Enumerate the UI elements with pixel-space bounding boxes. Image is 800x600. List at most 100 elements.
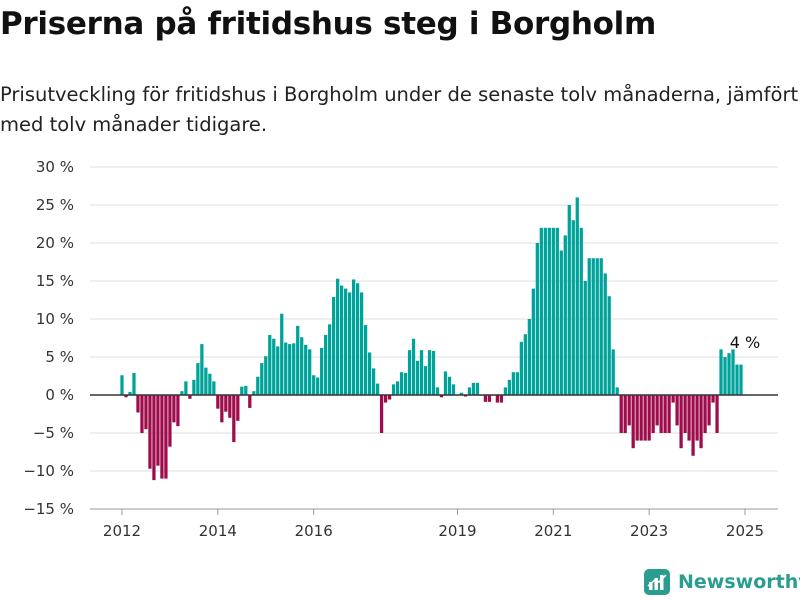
bar [136, 395, 140, 413]
bar [252, 391, 256, 395]
bar [495, 395, 500, 403]
bar [320, 347, 324, 395]
bar [168, 395, 172, 447]
x-tick-label: 2021 [534, 522, 572, 540]
bar [699, 395, 703, 449]
bar [152, 395, 156, 481]
bar [551, 227, 555, 395]
bar [312, 375, 316, 395]
bar [355, 283, 360, 395]
bar [124, 395, 128, 398]
bar [463, 395, 468, 397]
bar [615, 387, 619, 395]
y-tick-label: 15 % [36, 272, 74, 290]
bar [475, 382, 480, 395]
bar [208, 373, 212, 395]
bar [535, 243, 539, 395]
bar [415, 360, 420, 395]
x-tick-label: 2023 [630, 522, 668, 540]
bar [587, 258, 591, 395]
bar [268, 334, 272, 395]
bar [391, 384, 396, 395]
bar [351, 279, 356, 395]
bar [292, 343, 296, 395]
bar [395, 381, 400, 395]
bar [228, 395, 232, 418]
bar [711, 395, 715, 403]
brand-logo[interactable]: Newsworthy [644, 569, 800, 595]
bar [539, 227, 543, 395]
bar [527, 319, 531, 395]
bar [499, 395, 504, 403]
bar [328, 324, 332, 395]
bar [180, 391, 184, 395]
bar [679, 395, 683, 449]
bar [296, 325, 300, 395]
latest-value-annotation: 4 % [730, 333, 760, 352]
y-tick-label: 10 % [36, 310, 74, 328]
bar [651, 395, 655, 433]
y-tick-label: 20 % [36, 234, 74, 252]
bar [240, 386, 244, 395]
bar [196, 363, 200, 395]
bar [300, 337, 304, 395]
bar [172, 395, 176, 423]
y-tick-label: −10 % [23, 462, 74, 480]
bar [547, 227, 551, 395]
bar [671, 395, 675, 403]
chart-subtitle: Prisutveckling för fritidshus i Borgholm… [0, 83, 799, 136]
bar [264, 356, 268, 395]
bar-chart-logo-icon [644, 569, 670, 595]
bar [647, 395, 651, 441]
bar [148, 395, 152, 469]
bar [363, 325, 368, 395]
bar [248, 395, 252, 408]
bar [523, 334, 527, 395]
bar [739, 364, 743, 395]
bar [212, 381, 216, 395]
bar [176, 395, 180, 427]
bar [284, 342, 288, 395]
bar [631, 395, 635, 449]
bar [184, 381, 188, 395]
bar [467, 387, 472, 395]
bar [407, 350, 412, 395]
bar [399, 372, 404, 395]
bar [639, 395, 643, 441]
bar [336, 278, 340, 395]
bar [471, 382, 476, 395]
bar [531, 288, 535, 395]
bar [687, 395, 691, 441]
bar [316, 377, 320, 395]
bar [723, 357, 727, 395]
bar [695, 395, 699, 441]
bar [156, 395, 160, 466]
bar [244, 385, 248, 395]
x-tick-label: 2025 [726, 522, 764, 540]
brand-name: Newsworthy [678, 571, 800, 593]
y-tick-label: 0 % [45, 386, 74, 404]
bar [663, 395, 667, 433]
y-tick-label: −15 % [23, 500, 74, 518]
bar [288, 344, 292, 395]
bar [164, 395, 168, 479]
bar [256, 376, 260, 395]
bar [443, 371, 448, 395]
bar [503, 387, 508, 395]
bar [515, 372, 519, 395]
bar [591, 258, 595, 395]
bar [451, 384, 456, 395]
bar [120, 375, 124, 395]
bar [403, 372, 408, 395]
y-tick-label: 25 % [36, 196, 74, 214]
bar [367, 352, 372, 395]
bar [571, 220, 575, 395]
bar [703, 395, 707, 433]
bar [419, 350, 424, 395]
bar [192, 379, 196, 395]
bar [236, 395, 240, 421]
bar [140, 395, 144, 433]
bar [144, 395, 148, 430]
bar [735, 364, 739, 395]
